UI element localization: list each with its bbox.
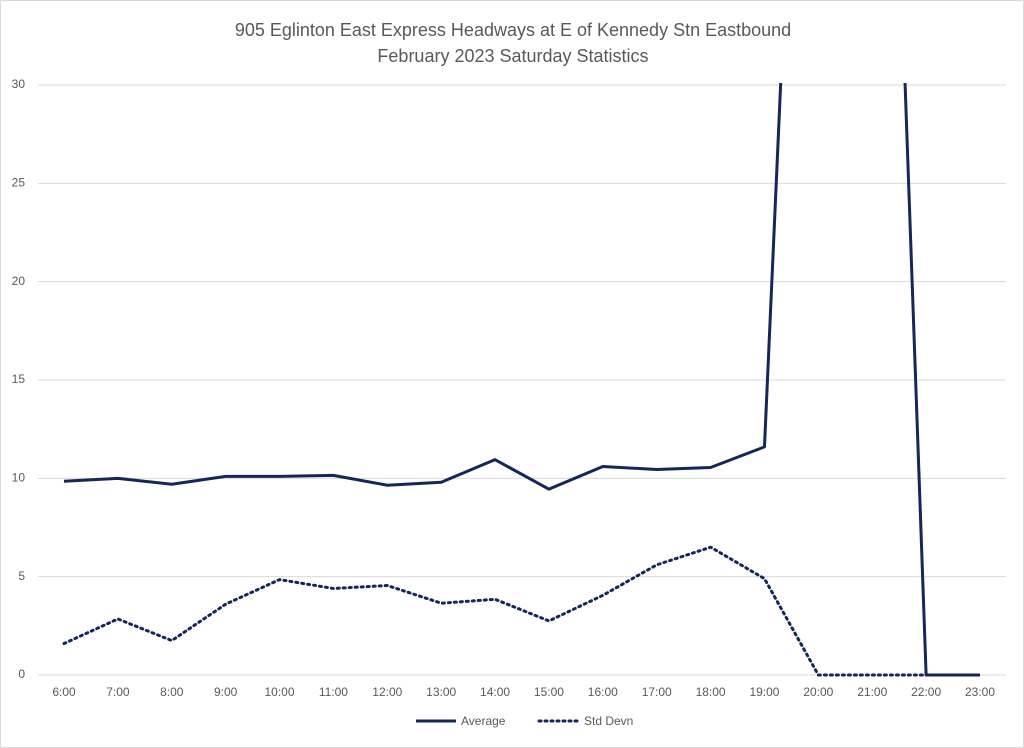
plot-area: [62, 83, 982, 677]
x-tick-label: 21:00: [857, 685, 887, 699]
x-tick-label: 22:00: [911, 685, 941, 699]
y-tick-label: 25: [12, 176, 26, 190]
x-tick-label: 19:00: [749, 685, 779, 699]
y-tick-label: 5: [18, 569, 25, 583]
x-tick-label: 13:00: [426, 685, 456, 699]
x-tick-label: 18:00: [696, 685, 726, 699]
x-tick-label: 7:00: [106, 685, 130, 699]
legend-label: Std Devn: [584, 714, 633, 728]
x-tick-label: 20:00: [803, 685, 833, 699]
x-tick-label: 12:00: [372, 685, 402, 699]
x-tick-label: 17:00: [642, 685, 672, 699]
y-tick-label: 15: [12, 372, 26, 386]
x-tick-label: 14:00: [480, 685, 510, 699]
y-tick-label: 0: [18, 667, 25, 681]
x-tick-label: 16:00: [588, 685, 618, 699]
line-series: [63, 83, 980, 677]
x-tick-label: 10:00: [265, 685, 295, 699]
x-tick-label: 9:00: [214, 685, 238, 699]
x-tick-label: 11:00: [319, 685, 348, 699]
y-tick-label: 30: [12, 77, 26, 91]
chart-title: 905 Eglinton East Express Headways at E …: [234, 20, 792, 66]
x-tick-label: 6:00: [52, 685, 76, 699]
x-tick-label: 15:00: [534, 685, 564, 699]
y-tick-label: 10: [12, 471, 26, 485]
legend-label: Average: [461, 714, 506, 728]
x-tick-label: 8:00: [160, 685, 184, 699]
x-tick-label: 23:00: [965, 685, 995, 699]
y-tick-label: 20: [12, 274, 26, 288]
line-series: [62, 545, 982, 677]
